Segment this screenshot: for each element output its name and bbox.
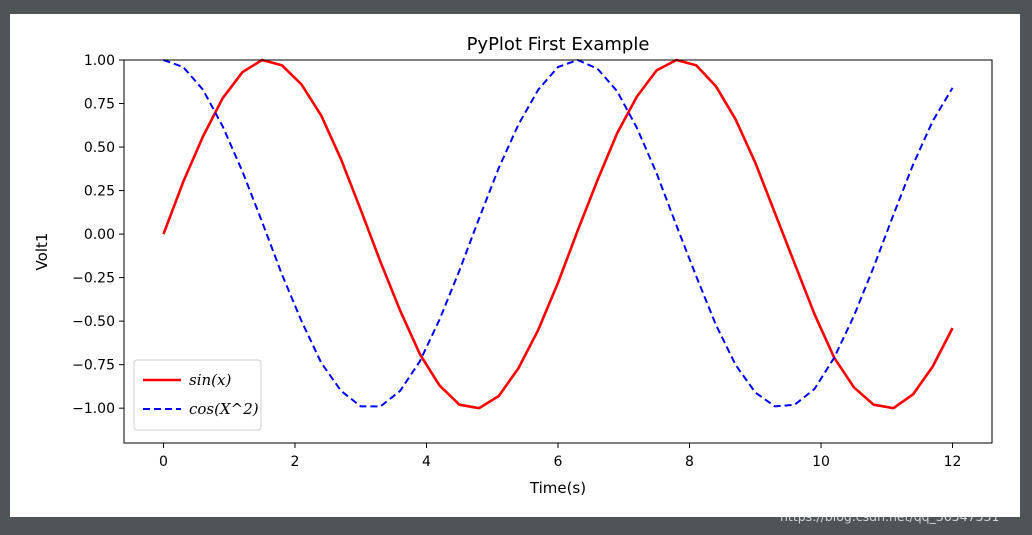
y-tick-label: −0.25	[72, 271, 115, 287]
x-tick-label: 12	[944, 454, 962, 470]
y-axis-label: Volt1	[33, 233, 51, 271]
line-chart: 0 2 4 6 8 10 12 1.00 0.75 0.50 0.25 0.00 −0.25 −0.50 −…	[33, 34, 993, 497]
y-tick-label: 0.50	[84, 140, 115, 156]
x-tick-label: 2	[291, 454, 300, 470]
y-tick-label: −1.00	[72, 401, 115, 417]
x-tick-label: 0	[159, 454, 168, 470]
y-tick-label: −0.50	[72, 314, 115, 330]
y-tick-label: 1.00	[84, 53, 115, 69]
legend-box	[133, 359, 262, 431]
x-tick-label: 10	[812, 454, 830, 470]
figure-canvas: 0 2 4 6 8 10 12 1.00 0.75 0.50 0.25 0.00 −0.25 −0.50 −…	[10, 14, 1020, 517]
series-line-1	[162, 58, 954, 410]
x-tick-label: 8	[685, 454, 694, 470]
legend-label-1: sin(x)	[189, 371, 231, 389]
y-tick-label: 0.25	[84, 184, 115, 200]
chart-title: PyPlot First Example	[467, 34, 650, 55]
x-tick-label: 4	[422, 454, 431, 470]
x-tick-label: 6	[554, 454, 563, 470]
y-tick-label: 0.00	[84, 227, 115, 243]
series-line-2	[163, 59, 954, 408]
x-axis-label: Time(s)	[529, 479, 586, 497]
y-tick-label: 0.75	[84, 97, 115, 113]
legend-label-2: cos(X^2)	[189, 400, 259, 418]
y-tick-label: −0.75	[72, 358, 115, 374]
